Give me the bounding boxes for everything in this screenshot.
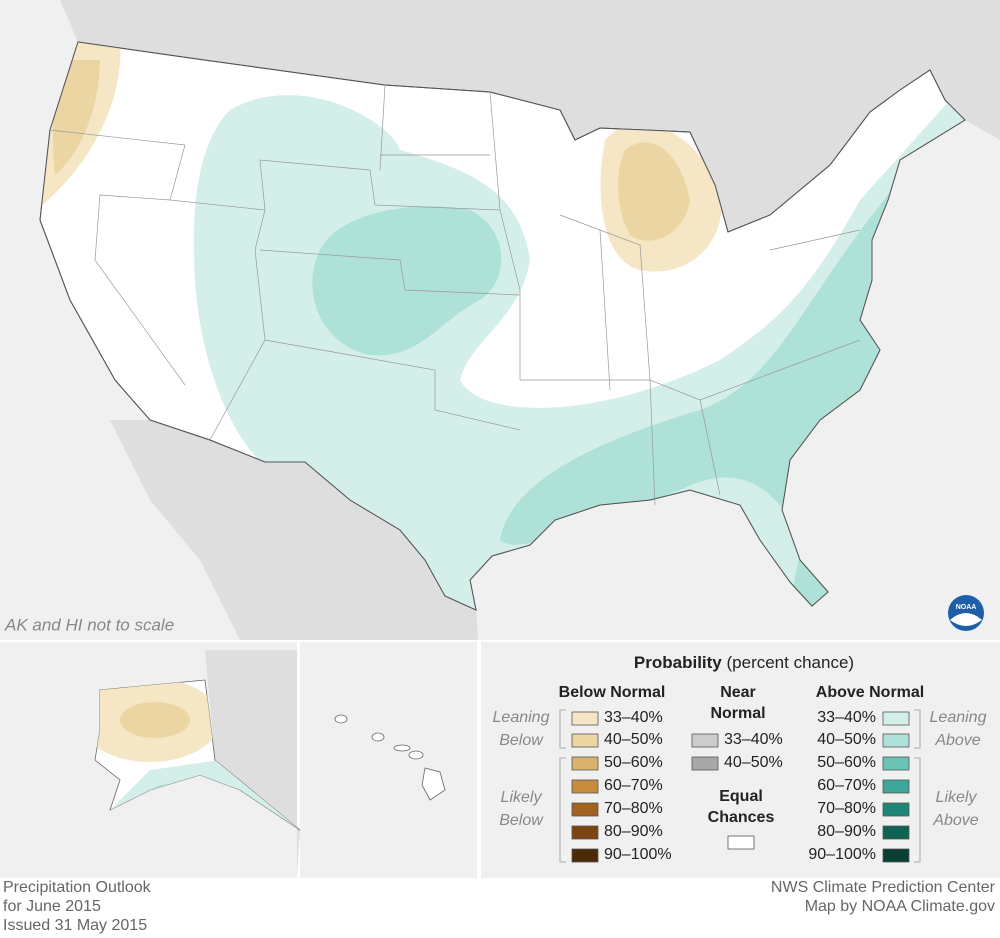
group-label: Below: [499, 812, 544, 829]
group-label: Above: [932, 812, 978, 829]
swatch-label: 33–40%: [817, 709, 876, 726]
swatch: [571, 756, 599, 771]
swatch: [882, 825, 910, 840]
swatch: [882, 733, 910, 748]
alaska-areas: [95, 680, 300, 830]
above-40-50: [312, 206, 502, 356]
heading: Above Normal: [816, 684, 924, 701]
swatch-label: 70–80%: [604, 800, 663, 817]
group-label: Likely: [936, 789, 978, 806]
swatch: [882, 779, 910, 794]
swatch: [727, 835, 755, 850]
swatch: [571, 711, 599, 726]
state-lines: [49, 84, 861, 506]
swatch-label: 80–90%: [817, 823, 876, 840]
swatch: [882, 848, 910, 863]
swatch-label: 90–100%: [808, 846, 876, 863]
swatch-label: 90–100%: [604, 846, 672, 863]
mexico: [110, 420, 478, 640]
scale-note: AK and HI not to scale: [4, 615, 174, 634]
group-label: Below: [499, 732, 544, 749]
swatch: [882, 711, 910, 726]
swatch-label: 33–40%: [724, 731, 783, 748]
heading: Normal: [710, 705, 765, 722]
legend-title-main: Probability: [634, 653, 722, 672]
footer-left: for June 2015: [3, 898, 101, 915]
canada-ak: [205, 650, 300, 878]
swatch-label: 70–80%: [817, 800, 876, 817]
heading: Chances: [708, 809, 775, 826]
swatch: [571, 779, 599, 794]
swatch-label: 50–60%: [817, 754, 876, 771]
swatch: [571, 802, 599, 817]
hawaii-panel: [300, 642, 477, 878]
logo-text: NOAA: [956, 604, 977, 611]
canada: [0, 0, 1000, 232]
below-40-50: [120, 702, 190, 738]
legend-title-suffix: (percent chance): [727, 653, 855, 672]
swatch: [882, 756, 910, 771]
swatch: [691, 756, 719, 771]
below-40-50: [618, 142, 690, 241]
group-label: Above: [934, 732, 980, 749]
footer-left: Issued 31 May 2015: [3, 917, 147, 934]
swatch: [571, 733, 599, 748]
swatch: [882, 802, 910, 817]
legend-title: Probability (percent chance): [634, 653, 854, 672]
swatch: [571, 825, 599, 840]
group-label: Leaning: [493, 709, 550, 726]
swatch: [691, 733, 719, 748]
swatch-label: 50–60%: [604, 754, 663, 771]
brackets: [559, 709, 921, 863]
swatch-label: 80–90%: [604, 823, 663, 840]
below-40-50: [52, 60, 100, 175]
hawaii: [334, 714, 446, 801]
swatch-label: 40–50%: [817, 731, 876, 748]
swatch: [571, 848, 599, 863]
group-label: Likely: [501, 789, 543, 806]
footer-right: Map by NOAA Climate.gov: [805, 898, 995, 915]
heading: Below Normal: [559, 684, 666, 701]
footer-left: Precipitation Outlook: [3, 879, 152, 896]
leaning-above: [110, 760, 300, 830]
group-label: Leaning: [930, 709, 987, 726]
heading: Equal: [719, 788, 763, 805]
swatch-label: 40–50%: [724, 754, 783, 771]
swatch-label: 40–50%: [604, 731, 663, 748]
footer-right: NWS Climate Prediction Center: [771, 879, 996, 896]
swatch-label: 60–70%: [604, 777, 663, 794]
logo-bird: [950, 613, 982, 626]
swatch-label: 33–40%: [604, 709, 663, 726]
heading: Near: [720, 684, 756, 701]
swatch-label: 60–70%: [817, 777, 876, 794]
